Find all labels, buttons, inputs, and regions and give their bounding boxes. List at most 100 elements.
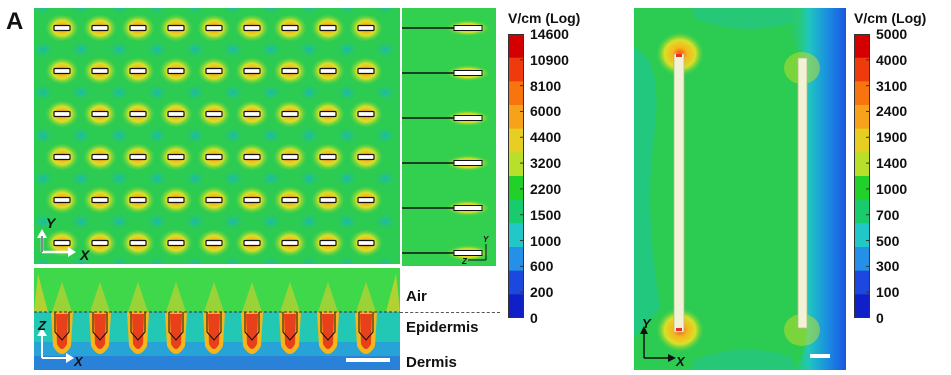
colorbar-b-color-band (854, 128, 870, 153)
xy-axis-x-label: X (79, 247, 91, 263)
panel-b-scale-bar (810, 354, 830, 358)
colorbar-a-tick-label: 0 (530, 310, 538, 326)
microneedle-outline (282, 312, 298, 341)
microneedle-electrode (243, 67, 261, 75)
low-field-spot (70, 8, 92, 16)
colorbar-b-color-band (854, 152, 870, 177)
microneedle-electrode (91, 196, 109, 204)
colorbar-a-color-band (508, 294, 524, 318)
colorbar-b-color-band (854, 294, 870, 318)
microneedle-electrode (167, 24, 185, 32)
colorbar-a-tick-label: 6000 (530, 103, 562, 120)
colorbar-b-color-band (854, 223, 870, 248)
microneedle-electrode (91, 153, 109, 161)
needle-tip (453, 250, 483, 256)
air-field-plume (242, 282, 262, 312)
colorbar-b-tick-label: 1400 (876, 155, 908, 172)
microneedle-electrode (243, 239, 261, 247)
microneedle-outline (320, 312, 336, 341)
colorbar-a-color-band (508, 176, 524, 201)
needle-high-field-core (322, 314, 334, 349)
microneedle-outline (206, 312, 222, 341)
low-field-spot (222, 40, 244, 59)
colorbar-b-title: V/cm (Log) (854, 10, 927, 26)
low-field-spot (336, 83, 358, 102)
low-field-spot (146, 83, 168, 102)
colorbar-a-tick-label: 14600 (530, 26, 569, 42)
microneedle-electrode (319, 67, 337, 75)
microneedle-electrode (243, 153, 261, 161)
low-field-spot (108, 169, 130, 188)
low-field-spot (70, 83, 92, 102)
low-field-spot (108, 40, 130, 59)
microneedle-electrode (205, 239, 223, 247)
low-field-spot (260, 126, 282, 145)
microneedle-electrode (319, 110, 337, 118)
low-field-spot (184, 83, 206, 102)
microneedle-electrode (91, 67, 109, 75)
colorbar-b-tick-label: 1900 (876, 129, 908, 146)
low-field-spot (260, 169, 282, 188)
panel-b-field-map: Y X (634, 8, 846, 370)
low-field-spot (336, 40, 358, 59)
low-field-spot (298, 212, 320, 231)
colorbar-b-tick-label: 0 (876, 310, 884, 326)
low-field-spot (374, 169, 396, 188)
edge-field-left (34, 274, 48, 312)
colorbar-b-color-band (854, 247, 870, 272)
microneedle-electrode (319, 153, 337, 161)
microneedle-electrode (357, 110, 375, 118)
microneedle-outline (358, 312, 374, 341)
microneedle-outline (92, 312, 108, 341)
colorbar-a (508, 34, 524, 318)
microneedle-electrode (53, 67, 71, 75)
low-field-spot (108, 212, 130, 231)
microneedle-electrode (129, 110, 147, 118)
low-field-spot (108, 126, 130, 145)
low-field-spot (146, 169, 168, 188)
colorbar-b-color-band (854, 57, 870, 82)
panel-b-axis-x-label: X (675, 354, 686, 369)
needle-high-field-core (56, 314, 68, 349)
yz-axis-indicator: Y Z (461, 235, 489, 266)
microneedle-electrode (129, 24, 147, 32)
low-field-spot (146, 126, 168, 145)
colorbar-a-tick-label: 2200 (530, 180, 562, 197)
colorbar-a-tick-label: 3200 (530, 155, 562, 172)
microneedle-electrode (53, 110, 71, 118)
yz-axis-z-label: Z (461, 257, 468, 266)
colorbar-b-color-band (854, 199, 870, 224)
low-field-spot (70, 40, 92, 59)
needle-high-field-core (132, 314, 144, 349)
colorbar-a-ticks: 14600 10900 8100 6000 4400 3200 2200 1500 1000 60… (530, 27, 620, 325)
low-field-spot (222, 169, 244, 188)
low-field-spot (374, 40, 396, 59)
needle-high-field-core (170, 314, 182, 349)
needle-tip (453, 115, 483, 121)
needle-tip (453, 160, 483, 166)
colorbar-a-color-band (508, 247, 524, 272)
microneedle-electrode (129, 67, 147, 75)
microneedle-electrode (357, 196, 375, 204)
panel-b-axis-y-label: Y (642, 316, 652, 331)
microneedle-electrode (53, 239, 71, 247)
colorbar-b-color-band (854, 270, 870, 295)
xy-low-field-regions (34, 8, 396, 264)
microneedle-electrode (129, 196, 147, 204)
low-field-spot (298, 8, 320, 16)
panel-b-electrode-left (673, 53, 685, 333)
microneedle-electrode (319, 24, 337, 32)
microneedle-electrode (281, 110, 299, 118)
low-field-spot (260, 40, 282, 59)
microneedle-outline (168, 312, 184, 341)
needle-tip (453, 205, 483, 211)
low-field-spot (184, 212, 206, 231)
low-field-spot (222, 83, 244, 102)
microneedle-electrode (243, 24, 261, 32)
microneedle-electrode (281, 153, 299, 161)
scale-bar (346, 358, 390, 362)
microneedle-electrode (281, 196, 299, 204)
epidermis-guide-line (400, 312, 500, 313)
needle-high-field-core (360, 314, 372, 349)
microneedle-electrode (243, 196, 261, 204)
